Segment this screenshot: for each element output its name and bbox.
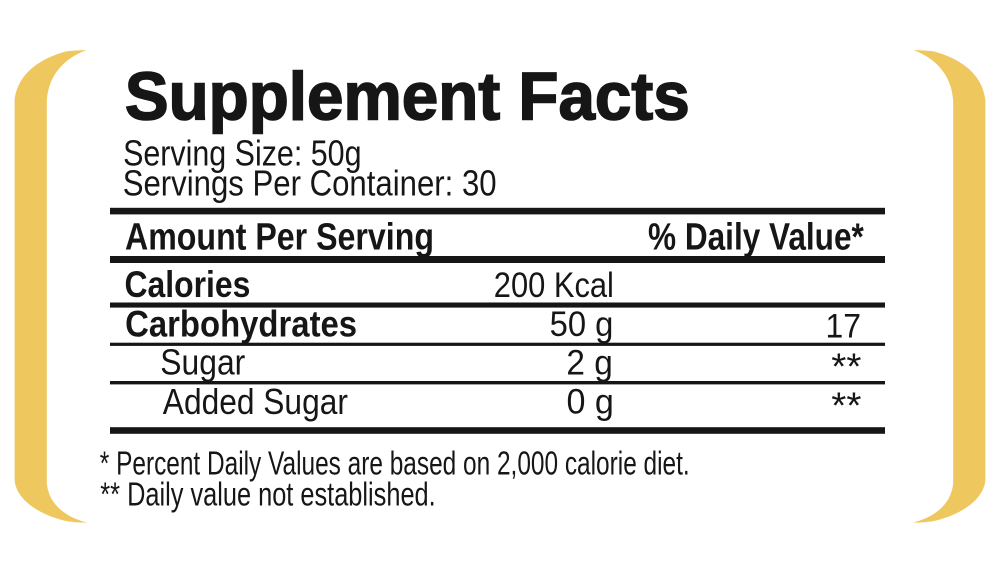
svg-text:0 g: 0 g	[567, 382, 614, 421]
svg-text:Carbohydrates: Carbohydrates	[125, 303, 357, 344]
svg-text:**: **	[831, 345, 861, 387]
svg-text:200 Kcal: 200 Kcal	[494, 266, 614, 305]
svg-text:Supplement Facts: Supplement Facts	[125, 58, 690, 134]
svg-text:* Percent Daily Values are bas: * Percent Daily Values are based on 2,00…	[100, 446, 690, 483]
svg-text:Sugar: Sugar	[160, 342, 245, 383]
svg-text:2 g: 2 g	[566, 344, 612, 383]
svg-text:** Daily value not established: ** Daily value not established.	[100, 477, 435, 514]
svg-text:Serving Size: 50g: Serving Size: 50g	[123, 133, 361, 174]
svg-text:Added Sugar: Added Sugar	[163, 381, 348, 422]
svg-text:Calories: Calories	[125, 263, 251, 305]
svg-text:**: **	[831, 384, 861, 426]
svg-text:Servings Per Container: 30: Servings Per Container: 30	[123, 162, 497, 203]
svg-text:% Daily Value*: % Daily Value*	[648, 217, 864, 259]
svg-text:Amount Per Serving: Amount Per Serving	[125, 217, 434, 259]
svg-text:50 g: 50 g	[550, 305, 614, 344]
svg-text:17: 17	[826, 308, 862, 346]
